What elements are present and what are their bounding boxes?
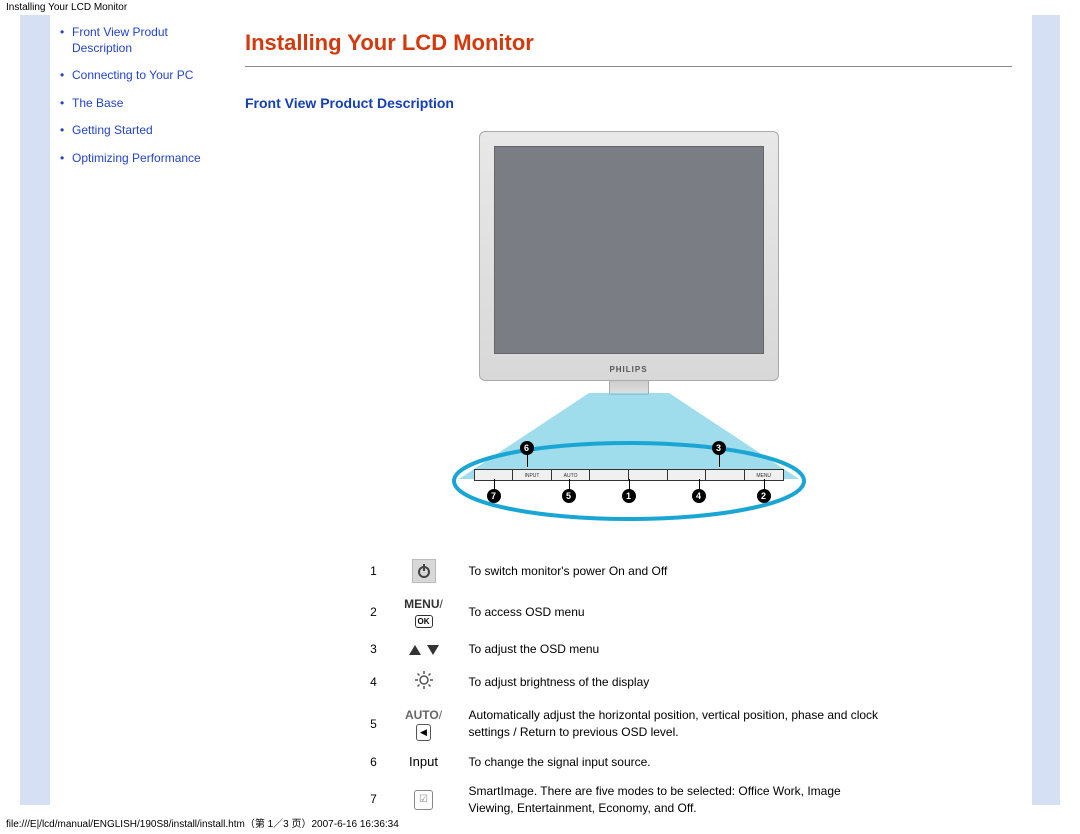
section-title: Front View Product Description [245,95,1012,111]
row-num: 5 [359,701,389,747]
row-desc: To access OSD menu [459,590,899,636]
brightness-icon [389,664,459,701]
table-row: 4 To adjust brightness of the display [359,664,899,701]
row-desc: To adjust brightness of the display [459,664,899,701]
row-num: 1 [359,553,389,590]
bar-btn-4 [590,470,629,480]
row-desc: SmartImage. There are five modes to be s… [459,777,899,823]
table-row: 2 MENU/OK To access OSD menu [359,590,899,636]
menu-icon: MENU/OK [389,590,459,636]
callout-7: 7 [487,489,501,503]
window-title: Installing Your LCD Monitor [0,0,1080,15]
left-stripe [20,15,50,805]
callout-3: 3 [712,441,726,455]
callout-5: 5 [562,489,576,503]
smartimage-icon: ☑ [389,777,459,823]
callout-1: 1 [622,489,636,503]
table-row: 3 To adjust the OSD menu [359,635,899,664]
bar-btn-3: AUTO [552,470,591,480]
zoom-cone: INPUT AUTO MENU 6 3 7 5 [439,393,819,523]
monitor-brand: PHILIPS [609,365,647,374]
callout-6: 6 [520,441,534,455]
row-desc: To adjust the OSD menu [459,635,899,664]
power-icon [389,553,459,590]
callout-line [719,453,720,467]
row-desc: Automatically adjust the horizontal posi… [459,701,899,747]
description-table: 1 To switch monitor's power On and Off 2… [359,553,899,823]
input-icon: Input [389,747,459,777]
row-num: 6 [359,747,389,777]
table-row: 1 To switch monitor's power On and Off [359,553,899,590]
sidebar: Front View Produt Description Connecting… [50,15,225,805]
row-desc: To switch monitor's power On and Off [459,553,899,590]
sidebar-item-optimizing[interactable]: Optimizing Performance [60,151,219,167]
table-row: 7 ☑ SmartImage. There are five modes to … [359,777,899,823]
divider [245,66,1012,67]
triangles-icon [389,635,459,664]
row-num: 2 [359,590,389,636]
zoom-svg [439,393,819,523]
sidebar-item-getting-started[interactable]: Getting Started [60,123,219,139]
row-desc: To change the signal input source. [459,747,899,777]
row-num: 4 [359,664,389,701]
bar-btn-5 [629,470,668,480]
callout-4: 4 [692,489,706,503]
monitor-figure: PHILIPS INPUT AUTO MENU [419,131,839,523]
table-row: 5 AUTO/◀ Automatically adjust the horizo… [359,701,899,747]
sidebar-item-the-base[interactable]: The Base [60,96,219,112]
row-num: 3 [359,635,389,664]
bar-btn-7 [706,470,745,480]
auto-icon: AUTO/◀ [389,701,459,747]
sidebar-item-connecting[interactable]: Connecting to Your PC [60,68,219,84]
table-row: 6 Input To change the signal input sourc… [359,747,899,777]
footer-path: file:///E|/lcd/manual/ENGLISH/190S8/inst… [6,815,399,830]
callout-2: 2 [757,489,771,503]
monitor-frame: PHILIPS [479,131,779,381]
sidebar-item-front-view[interactable]: Front View Produt Description [60,25,219,56]
callout-line [527,453,528,467]
right-stripe [1032,15,1060,805]
bar-btn-6 [668,470,707,480]
monitor-screen [494,146,764,354]
bar-btn-2: INPUT [513,470,552,480]
page-wrap: Front View Produt Description Connecting… [0,15,1080,805]
main-content: Installing Your LCD Monitor Front View P… [225,15,1032,805]
page-title: Installing Your LCD Monitor [245,30,1012,56]
